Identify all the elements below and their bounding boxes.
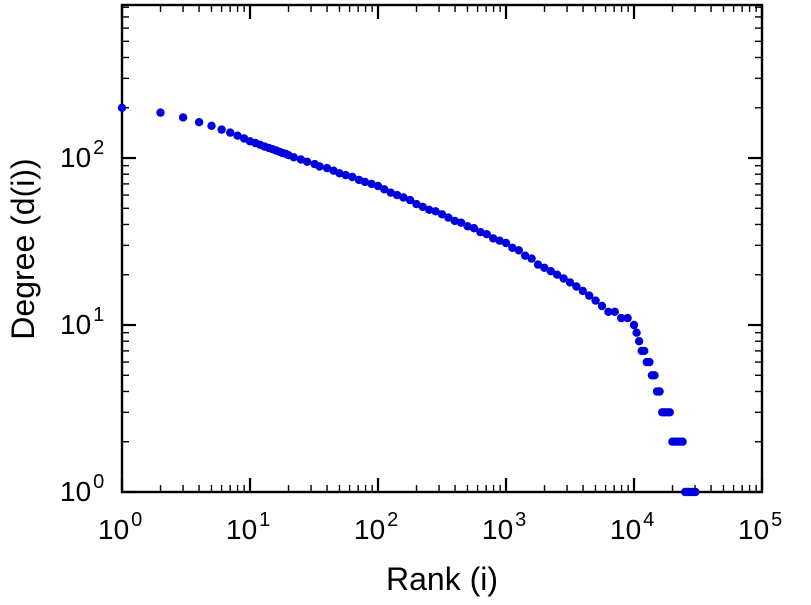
data-point: [617, 313, 626, 323]
data-point: [632, 328, 641, 337]
data-point: [521, 251, 530, 260]
data-point: [655, 387, 664, 396]
data-point: [194, 118, 204, 127]
scatter-series: [117, 103, 700, 497]
minor-ticks: [122, 5, 762, 492]
data-point: [226, 128, 235, 137]
data-point: [437, 210, 447, 219]
data-point: [540, 263, 549, 272]
data-point: [418, 202, 427, 212]
data-point: [572, 282, 581, 291]
data-point: [431, 207, 440, 216]
data-point: [578, 286, 587, 296]
data-point: [444, 213, 453, 222]
data-point: [289, 153, 298, 162]
data-point: [476, 227, 485, 237]
data-point: [207, 121, 216, 130]
data-point: [565, 278, 575, 287]
data-point: [610, 307, 619, 316]
data-point: [156, 108, 165, 117]
data-point: [585, 291, 594, 300]
data-point: [373, 181, 383, 191]
major-ticks: [120, 5, 764, 494]
data-point: [553, 270, 562, 279]
data-point: [604, 307, 613, 316]
data-point: [296, 155, 306, 164]
x-tick-label-10^5: 10 5: [738, 509, 782, 545]
data-point: [634, 337, 644, 346]
data-point: [514, 246, 523, 255]
x-tick-label-10^1: 10 1: [226, 509, 270, 545]
data-point: [650, 371, 659, 380]
x-tick-label-10^2: 10 2: [354, 509, 398, 545]
data-point: [412, 199, 421, 209]
data-point: [450, 216, 459, 226]
y-tick-label-10^0: 10 0: [60, 471, 104, 507]
data-point: [367, 179, 376, 189]
data-point: [527, 254, 536, 263]
x-tick-label-10^3: 10 3: [482, 509, 526, 545]
data-point: [469, 224, 479, 233]
data-point: [629, 320, 639, 330]
data-point: [508, 243, 517, 252]
data-point: [597, 301, 607, 311]
data-point: [691, 487, 700, 497]
data-point: [457, 218, 466, 227]
data-point: [303, 157, 312, 166]
data-point: [315, 162, 324, 171]
data-point: [546, 267, 555, 276]
data-point: [335, 169, 344, 178]
data-point: [425, 205, 434, 214]
x-axis-tick-labels: 10 0 10 1 10 2 10 3 10 4 10 5: [98, 509, 782, 545]
data-point: [399, 193, 408, 202]
data-point: [533, 260, 543, 269]
data-point: [360, 177, 370, 187]
data-point: [501, 238, 511, 248]
data-point: [623, 313, 632, 323]
data-point: [489, 234, 498, 243]
data-point: [348, 172, 357, 182]
data-point: [217, 125, 226, 134]
data-point: [678, 437, 687, 446]
data-point: [117, 103, 127, 113]
y-tick-label-10^1: 10 1: [60, 304, 104, 340]
data-point: [495, 236, 504, 245]
data-point: [463, 222, 472, 231]
y-axis-label: Degree (d(i)): [5, 158, 41, 339]
data-point: [559, 274, 568, 283]
data-point: [665, 408, 674, 417]
y-tick-label-10^2: 10 2: [60, 137, 104, 173]
x-tick-label-10^0: 10 0: [98, 509, 142, 545]
data-point: [392, 190, 402, 200]
data-point: [645, 357, 654, 367]
plot-frame: [120, 3, 764, 494]
data-point: [341, 170, 350, 180]
data-point: [386, 188, 395, 197]
data-point: [640, 346, 649, 356]
data-point: [322, 163, 332, 173]
data-point: [380, 185, 389, 194]
data-point: [405, 195, 415, 205]
data-point: [178, 113, 188, 122]
x-axis-label: Rank (i): [386, 561, 498, 597]
data-point: [482, 230, 491, 239]
data-point: [591, 296, 600, 305]
x-tick-label-10^4: 10 4: [610, 509, 654, 545]
data-point: [233, 131, 242, 140]
